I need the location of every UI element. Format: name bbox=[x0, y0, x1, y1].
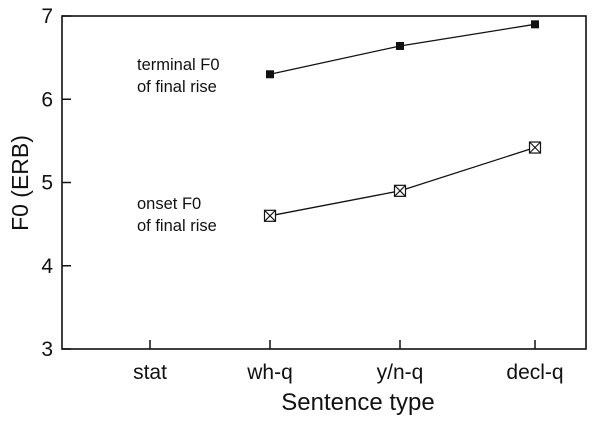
data-point bbox=[266, 70, 274, 79]
data-point bbox=[396, 41, 404, 50]
series-0: terminal F0 of final rise bbox=[137, 20, 539, 96]
series-label-line: onset F0 bbox=[137, 195, 201, 213]
data-point bbox=[263, 209, 277, 222]
y-tick-label: 5 bbox=[41, 172, 53, 195]
data-point bbox=[531, 20, 539, 29]
series-label-line: of final rise bbox=[137, 78, 217, 96]
x-tick-label: y/n-q bbox=[377, 361, 424, 384]
series-label: terminal F0 of final rise bbox=[137, 56, 220, 96]
data-point bbox=[393, 184, 407, 197]
x-tick-label: stat bbox=[133, 361, 167, 384]
data-point bbox=[528, 141, 542, 154]
y-axis-label: F0 (ERB) bbox=[7, 135, 33, 231]
y-tick-label: 4 bbox=[41, 255, 53, 278]
chart-labels: F0 (ERB) Sentence type bbox=[7, 135, 435, 416]
series-label-line: terminal F0 bbox=[137, 56, 220, 74]
x-tick-label: decl-q bbox=[506, 361, 563, 384]
series-layer: terminal F0 of final rise onset F0 of final… bbox=[137, 20, 542, 235]
plot-axes: 3 4 5 6 7 stat wh-q y/n-q decl-q bbox=[41, 5, 587, 384]
series-line bbox=[269, 146, 536, 217]
y-tick-label: 6 bbox=[41, 88, 53, 111]
series-1: onset F0 of final rise bbox=[137, 141, 542, 235]
x-axis-label: Sentence type bbox=[281, 389, 434, 416]
x-tick-label: wh-q bbox=[246, 361, 293, 384]
series-label-line: of final rise bbox=[137, 217, 217, 235]
series-label: onset F0 of final rise bbox=[137, 195, 217, 235]
y-tick-label: 7 bbox=[41, 5, 53, 28]
y-tick-label: 3 bbox=[41, 338, 53, 361]
